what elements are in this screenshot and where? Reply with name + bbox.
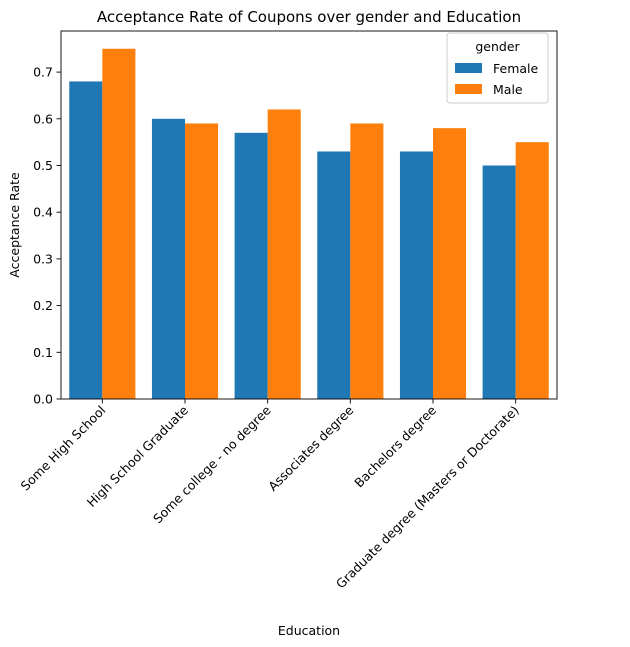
x-tick-label: Graduate degree (Masters or Doctorate) [333,403,522,592]
x-axis-label: Education [278,623,340,638]
bar-male-1 [185,123,219,399]
bar-male-0 [102,48,136,400]
bar-male-5 [515,142,549,399]
legend-entries: Female Male [455,61,539,97]
legend-title: gender [475,39,520,54]
y-tick-label: 0.7 [33,65,53,80]
bar-male-4 [433,128,467,399]
y-tick-label: 0.6 [33,111,53,126]
y-tick-label: 0.0 [33,392,53,407]
legend-label-female: Female [493,61,539,76]
bar-female-4 [399,151,433,399]
y-tick-label: 0.2 [33,298,53,313]
bars [69,48,549,400]
bar-male-2 [267,109,301,400]
bar-female-5 [482,165,516,399]
legend-swatch-female [455,63,482,73]
y-tick-label: 0.3 [33,251,53,266]
legend-swatch-male [455,84,482,94]
chart-title: Acceptance Rate of Coupons over gender a… [97,8,521,26]
y-axis-label: Acceptance Rate [7,172,22,278]
bar-female-1 [151,118,185,400]
bar-male-3 [350,123,384,399]
plot-frame [60,30,558,400]
y-tick-label: 0.4 [33,205,53,220]
bar-female-2 [234,132,268,399]
legend: gender Female Male [446,32,549,104]
x-tick-label: Bachelors degree [351,402,439,490]
y-tick-label: 0.1 [33,345,53,360]
bar-female-0 [69,81,103,399]
legend-label-male: Male [493,82,523,97]
plot-area: 0.0 0.1 0.2 0.3 0.4 0.5 0.6 0.7 Some High Schoo… [18,30,558,591]
x-tick-label: Some High School [18,403,109,494]
bar-female-3 [317,151,351,399]
y-axis-ticks: 0.0 0.1 0.2 0.3 0.4 0.5 0.6 0.7 [33,65,61,407]
y-tick-label: 0.5 [33,158,53,173]
x-tick-label: Associates degree [265,402,357,494]
